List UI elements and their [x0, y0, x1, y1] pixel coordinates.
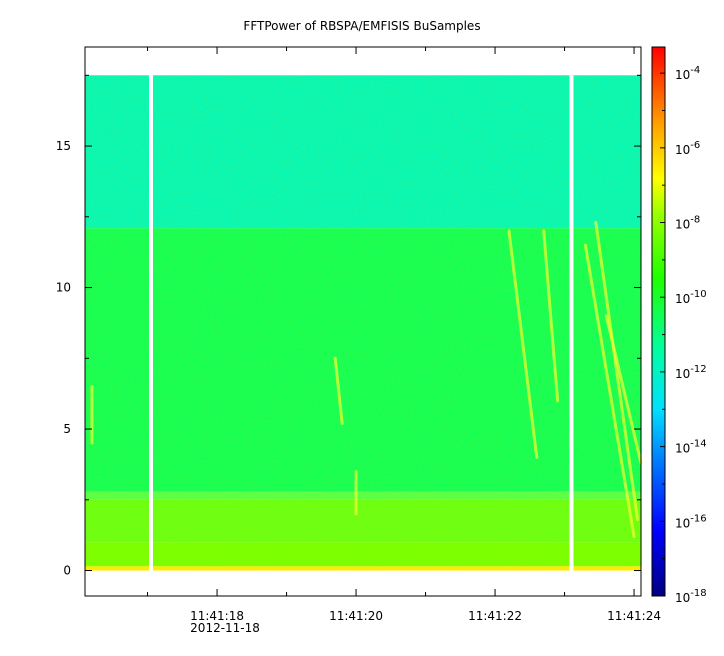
wave-feature-6	[594, 220, 640, 522]
x-tick-date-label: 2012-11-18	[190, 621, 260, 635]
colorbar-gradient	[652, 47, 665, 596]
data-gap-1	[569, 75, 574, 571]
wave-feature-7	[604, 314, 643, 465]
colorbar-tick-label: 10-10	[675, 289, 707, 306]
colorbar-tick-label: 10-12	[675, 364, 707, 381]
colorbar-tick-label: 10-16	[675, 513, 707, 530]
plot-area	[84, 46, 643, 597]
wave-feature-5	[583, 243, 636, 539]
x-tick-label: 11:41:22	[468, 609, 522, 623]
data-gap-0	[149, 75, 154, 571]
chart-title: FFTPower of RBSPA/EMFISIS BuSamples	[243, 19, 480, 33]
y-tick-label: 15	[56, 139, 71, 153]
speckle-texture	[85, 75, 641, 571]
wave-feature-1	[333, 356, 344, 425]
y-tick-label: 5	[63, 422, 71, 436]
colorbar-frame	[651, 46, 666, 597]
y-tick-label: 10	[56, 281, 71, 295]
colorbar: 10-4 10-6 10-8 10-10 10-12 10-14 10-16 10-18	[651, 46, 707, 605]
x-tick-label: 11:41:20	[329, 609, 383, 623]
plot-frame	[84, 46, 642, 597]
y-tick-label: 0	[63, 564, 71, 578]
colorbar-tick-label: 10-4	[675, 65, 700, 82]
lowfreq-fade	[85, 491, 641, 543]
x-tick-label: 11:41:24	[607, 609, 661, 623]
wave-feature-4	[542, 229, 560, 403]
colorbar-tick-label: 10-8	[675, 215, 700, 232]
colorbar-tick-label: 10-14	[675, 439, 707, 456]
wave-feature-3	[507, 229, 539, 459]
colorbar-tick-label: 10-6	[675, 140, 700, 157]
x-tick-label: 11:41:18	[190, 609, 244, 623]
colorbar-tick-label: 10-18	[675, 588, 707, 605]
